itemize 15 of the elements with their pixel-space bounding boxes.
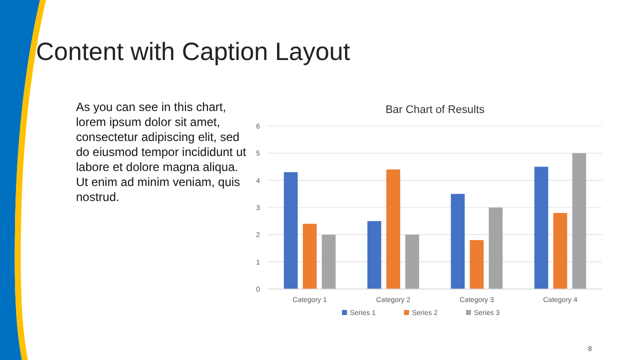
bar <box>302 224 317 289</box>
bar <box>553 212 568 289</box>
bar <box>572 153 586 289</box>
text: As you can see in this chart, lorem ipsum dolor sit amet, consectetur adipiscing elit, sed do eiusmod tempor incididunt ut labore et dolore magna aliqua. Ut enim ad minim veniam, quis nostrud. <box>76 100 247 204</box>
bar <box>534 166 548 289</box>
text: Content with Caption Layout <box>36 38 350 66</box>
bar <box>450 194 465 289</box>
bar <box>322 234 336 289</box>
bar <box>386 169 400 289</box>
bar <box>488 208 503 289</box>
bar <box>405 234 420 289</box>
bar <box>284 172 298 289</box>
bar <box>470 240 484 289</box>
bar <box>367 221 382 289</box>
chart-title: Bar Chart of Results <box>385 104 486 116</box>
